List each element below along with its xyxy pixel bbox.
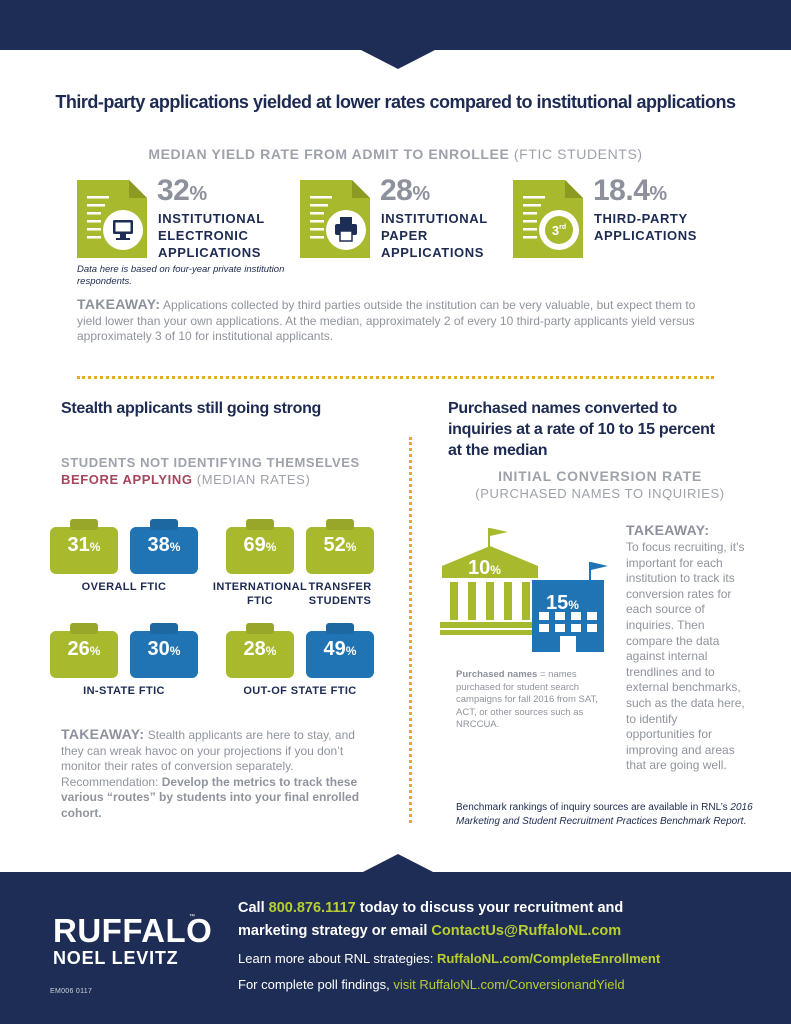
yield-value-third-party: 18.4% — [593, 174, 667, 207]
takeaway-stealth-bold: Develop the metrics to track these vario… — [61, 774, 360, 820]
takeaway-stealth: TAKEAWAY: Stealth applicants are here to… — [61, 726, 361, 821]
logo-ruffalo: RUFFALO — [53, 912, 213, 949]
median-yield-heading-light: (FTIC STUDENTS) — [513, 146, 643, 162]
label-out-of-state-ftic: OUT-OF STATE FTIC — [243, 685, 357, 697]
cta-email-line: marketing strategy or email ContactUs@Ru… — [238, 923, 622, 939]
stealth-heading-light: (MEDIAN RATES) — [196, 472, 311, 487]
document-3rd-badge-icon: 3rd — [513, 180, 583, 258]
poll-findings-line: For complete poll findings, visit Ruffal… — [238, 977, 625, 992]
label-in-state-ftic: IN-STATE FTIC — [83, 685, 165, 697]
label-overall-ftic: OVERALL FTIC — [81, 581, 167, 593]
clipboard-out-of-state-green: 28% — [226, 623, 294, 678]
clipboard-overall-ftic-green: 31% — [50, 519, 118, 574]
clipboard-international-ftic: 69% — [226, 519, 294, 574]
stealth-heading-line1: STUDENTS NOT IDENTIFYING THEMSELVES — [61, 455, 360, 470]
conversion-heading: INITIAL CONVERSION RATE — [498, 468, 702, 484]
email-link[interactable]: ContactUs@RuffaloNL.com — [431, 923, 622, 939]
top-banner-notch — [0, 0, 791, 69]
yield-value-paper: 28% — [380, 174, 430, 207]
purchased-names-note: Purchased names = names purchased for st… — [456, 669, 598, 730]
footer — [0, 872, 791, 1024]
page-title: Third-party applications yielded at lowe… — [55, 92, 736, 112]
conversion-subheading: (PURCHASED NAMES TO INQUIRIES) — [475, 486, 725, 501]
conversion-yield-link[interactable]: visit RuffaloNL.com/ConversionandYield — [393, 977, 625, 992]
clipboard-in-state-green: 26% — [50, 623, 118, 678]
document-printer-icon — [300, 180, 370, 258]
purchased-title: Purchased names converted to inquiries a… — [448, 400, 715, 459]
conversion-value-blue: 15% — [546, 592, 579, 614]
logo-trademark: ™ — [189, 914, 195, 920]
benchmark-note: Benchmark rankings of inquiry sources ar… — [456, 802, 753, 827]
stealth-heading-red: BEFORE APPLYING — [61, 472, 193, 487]
svg-text:3rd: 3rd — [552, 223, 566, 238]
takeaway-label: TAKEAWAY: — [61, 726, 145, 742]
logo-noel-levitz: NOEL LEVITZ — [53, 948, 179, 968]
yield-label-paper: INSTITUTIONAL PAPER APPLICATIONS — [381, 211, 488, 260]
takeaway-purchased-text: To focus recruiting, it’s important for … — [626, 540, 745, 773]
badge-suffix: rd — [559, 224, 566, 231]
footer-notch — [361, 854, 435, 873]
clipboard-in-state-blue: 30% — [130, 623, 198, 678]
dotted-divider-vertical — [409, 437, 412, 823]
complete-enrollment-link[interactable]: RuffaloNL.com/CompleteEnrollment — [436, 951, 661, 966]
clipboard-overall-ftic-blue: 38% — [130, 519, 198, 574]
takeaway-label-right: TAKEAWAY: — [626, 522, 710, 538]
median-yield-heading: MEDIAN YIELD RATE FROM ADMIT TO ENROLLEE… — [0, 146, 791, 162]
dotted-divider-horizontal — [77, 376, 714, 379]
takeaway-stealth-text: Stealth applicants are here to stay, and… — [61, 728, 355, 789]
document-code: EM006 0117 — [50, 988, 93, 995]
document-monitor-icon — [77, 180, 147, 258]
badge-number: 3 — [552, 223, 559, 238]
takeaway-yield: TAKEAWAY: Applications collected by thir… — [77, 296, 717, 345]
data-footnote: Data here is based on four-year private … — [77, 264, 285, 287]
cta-call-line: Call 800.876.1117 today to discuss your … — [238, 900, 624, 916]
phone-link[interactable]: 800.876.1117 — [268, 900, 356, 916]
clipboard-out-of-state-blue: 49% — [306, 623, 374, 678]
takeaway-label: TAKEAWAY: — [77, 296, 161, 312]
stealth-heading: STUDENTS NOT IDENTIFYING THEMSELVES BEFO… — [61, 454, 360, 488]
learn-more-line: Learn more about RNL strategies: Ruffalo… — [238, 951, 661, 966]
yield-value-electronic: 32% — [157, 174, 207, 207]
label-international-ftic: INTERNATIONAL FTIC — [212, 581, 308, 607]
takeaway-yield-text: Applications collected by third parties … — [77, 298, 696, 343]
clipboard-transfer-students: 52% — [306, 519, 374, 574]
yield-label-third-party: THIRD-PARTY APPLICATIONS — [594, 211, 698, 243]
label-transfer-students: TRANSFER STUDENTS — [308, 581, 372, 607]
median-yield-heading-bold: MEDIAN YIELD RATE FROM ADMIT TO ENROLLEE — [148, 146, 510, 162]
conversion-value-green: 10% — [468, 557, 501, 579]
yield-label-electronic: INSTITUTIONAL ELECTRONIC APPLICATIONS — [158, 211, 265, 260]
buildings-icon — [440, 528, 608, 652]
stealth-title: Stealth applicants still going strong — [61, 400, 322, 417]
